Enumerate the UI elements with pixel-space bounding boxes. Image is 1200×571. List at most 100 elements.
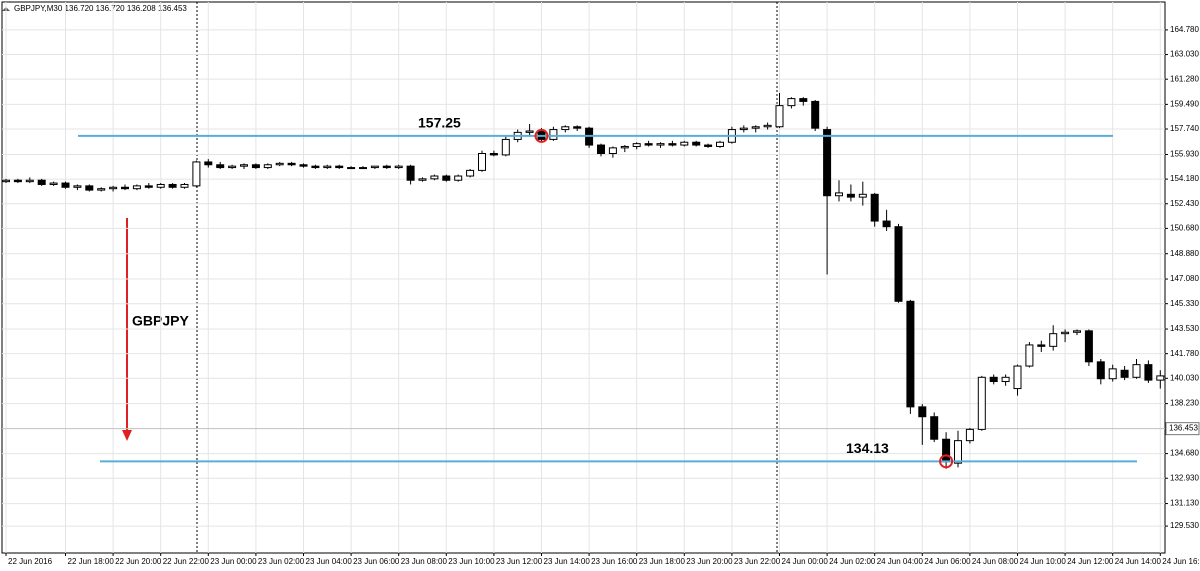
current-price-box [1165, 422, 1200, 436]
candle-body [1025, 344, 1034, 367]
candle-body [1108, 368, 1117, 380]
candle-body [144, 185, 153, 188]
candle-body [858, 193, 867, 198]
candle-body [442, 175, 451, 181]
candle-body [132, 185, 141, 190]
x-tick-label: 23 Jun 02:00 [258, 557, 305, 566]
candle-body [418, 178, 427, 181]
chart-title: GBPJPY,M30 136.720 136.720 136.208 136.4… [14, 4, 187, 13]
candle-body [156, 183, 165, 188]
candle-body [763, 124, 772, 128]
y-tick-label: 152.430 [1170, 199, 1199, 208]
candle-body [240, 164, 248, 167]
x-tick-label: 23 Jun 16:00 [591, 557, 638, 566]
arrow-head [122, 430, 132, 441]
candle-body [216, 164, 225, 169]
candle-body [430, 175, 439, 180]
x-tick-label: 23 Jun 20:00 [686, 557, 733, 566]
candle-body [739, 127, 748, 131]
x-tick-label: 24 Jun 00:00 [782, 557, 829, 566]
candle-body [1120, 369, 1129, 378]
candle-body [180, 183, 189, 188]
candle-body [930, 416, 939, 440]
candle-body [204, 161, 213, 166]
candle-body [894, 226, 903, 302]
candle-body [97, 188, 106, 191]
candle-body [25, 179, 34, 183]
y-tick-label: 164.780 [1170, 25, 1199, 34]
x-tick-label: 23 Jun 00:00 [210, 557, 257, 566]
y-tick-label: 147.080 [1170, 274, 1199, 283]
candle-body [1132, 364, 1141, 378]
x-tick-label: 23 Jun 04:00 [306, 557, 353, 566]
x-tick-label: 22 Jun 2016 [8, 557, 53, 566]
candle-body [394, 165, 403, 169]
candle-body [942, 438, 951, 463]
candle-body [656, 143, 665, 146]
candle-body [2, 179, 10, 183]
x-tick-label: 23 Jun 06:00 [353, 557, 400, 566]
y-tick-label: 148.880 [1170, 249, 1199, 258]
candle-body [73, 185, 82, 188]
candle-body [989, 376, 998, 383]
candle-body [716, 141, 724, 147]
candle-body [573, 126, 582, 129]
candle-body [704, 144, 713, 147]
y-tick-label: 131.130 [1170, 499, 1199, 508]
y-tick-label: 140.030 [1170, 373, 1199, 382]
candle-body [787, 98, 796, 107]
x-tick-label: 23 Jun 12:00 [496, 557, 543, 566]
y-tick-label: 141.780 [1170, 349, 1199, 358]
candle-body [263, 164, 272, 169]
candle-body [680, 141, 689, 146]
candle-body [608, 147, 617, 154]
level-marker [939, 454, 954, 469]
x-tick-label: 24 Jun 02:00 [829, 557, 876, 566]
candle-body [1061, 331, 1070, 335]
x-tick-label: 23 Jun 18:00 [639, 557, 686, 566]
candle-body [1144, 364, 1153, 381]
y-tick-label: 161.280 [1170, 74, 1199, 83]
candle-body [168, 183, 177, 188]
candle-body [597, 144, 605, 154]
x-tick-label: 24 Jun 16:00 [1162, 557, 1200, 566]
candle-body [406, 165, 415, 181]
candle-body [775, 105, 784, 128]
current-price-label: 136.453 [1169, 424, 1198, 433]
x-tick-label: 23 Jun 10:00 [448, 557, 495, 566]
candle-body [466, 169, 475, 177]
candle-body [811, 100, 820, 129]
candle-body [549, 129, 558, 140]
y-tick-label: 155.930 [1170, 150, 1199, 159]
candle-body [846, 193, 855, 198]
candle-body [323, 165, 332, 169]
candle-body [644, 143, 653, 146]
y-tick-label: 138.230 [1170, 399, 1199, 408]
candle-body [799, 98, 808, 102]
x-tick-label: 22 Jun 20:00 [115, 557, 162, 566]
x-tick-label: 24 Jun 12:00 [1067, 557, 1114, 566]
candle-body [251, 164, 260, 169]
candle-body [228, 165, 237, 169]
candle-body [85, 185, 94, 191]
candle-body [1073, 330, 1081, 333]
candle-body [525, 130, 534, 133]
candle-body [965, 428, 974, 442]
y-tick-label: 145.330 [1170, 299, 1199, 308]
candle-body [561, 126, 570, 131]
level-label: 157.25 [418, 115, 461, 131]
x-tick-label: 24 Jun 08:00 [972, 557, 1019, 566]
plot-frame [1, 1, 1166, 554]
candle-body [61, 182, 70, 188]
candle-body [1037, 344, 1046, 347]
candle-body [13, 179, 22, 183]
candle-body [1013, 365, 1022, 390]
y-tick-label: 134.680 [1170, 449, 1199, 458]
candle-body [632, 143, 641, 147]
candle-body [382, 165, 391, 169]
x-tick-label: 24 Jun 14:00 [1115, 557, 1162, 566]
candle-body [478, 152, 486, 171]
candle-body [977, 376, 986, 430]
